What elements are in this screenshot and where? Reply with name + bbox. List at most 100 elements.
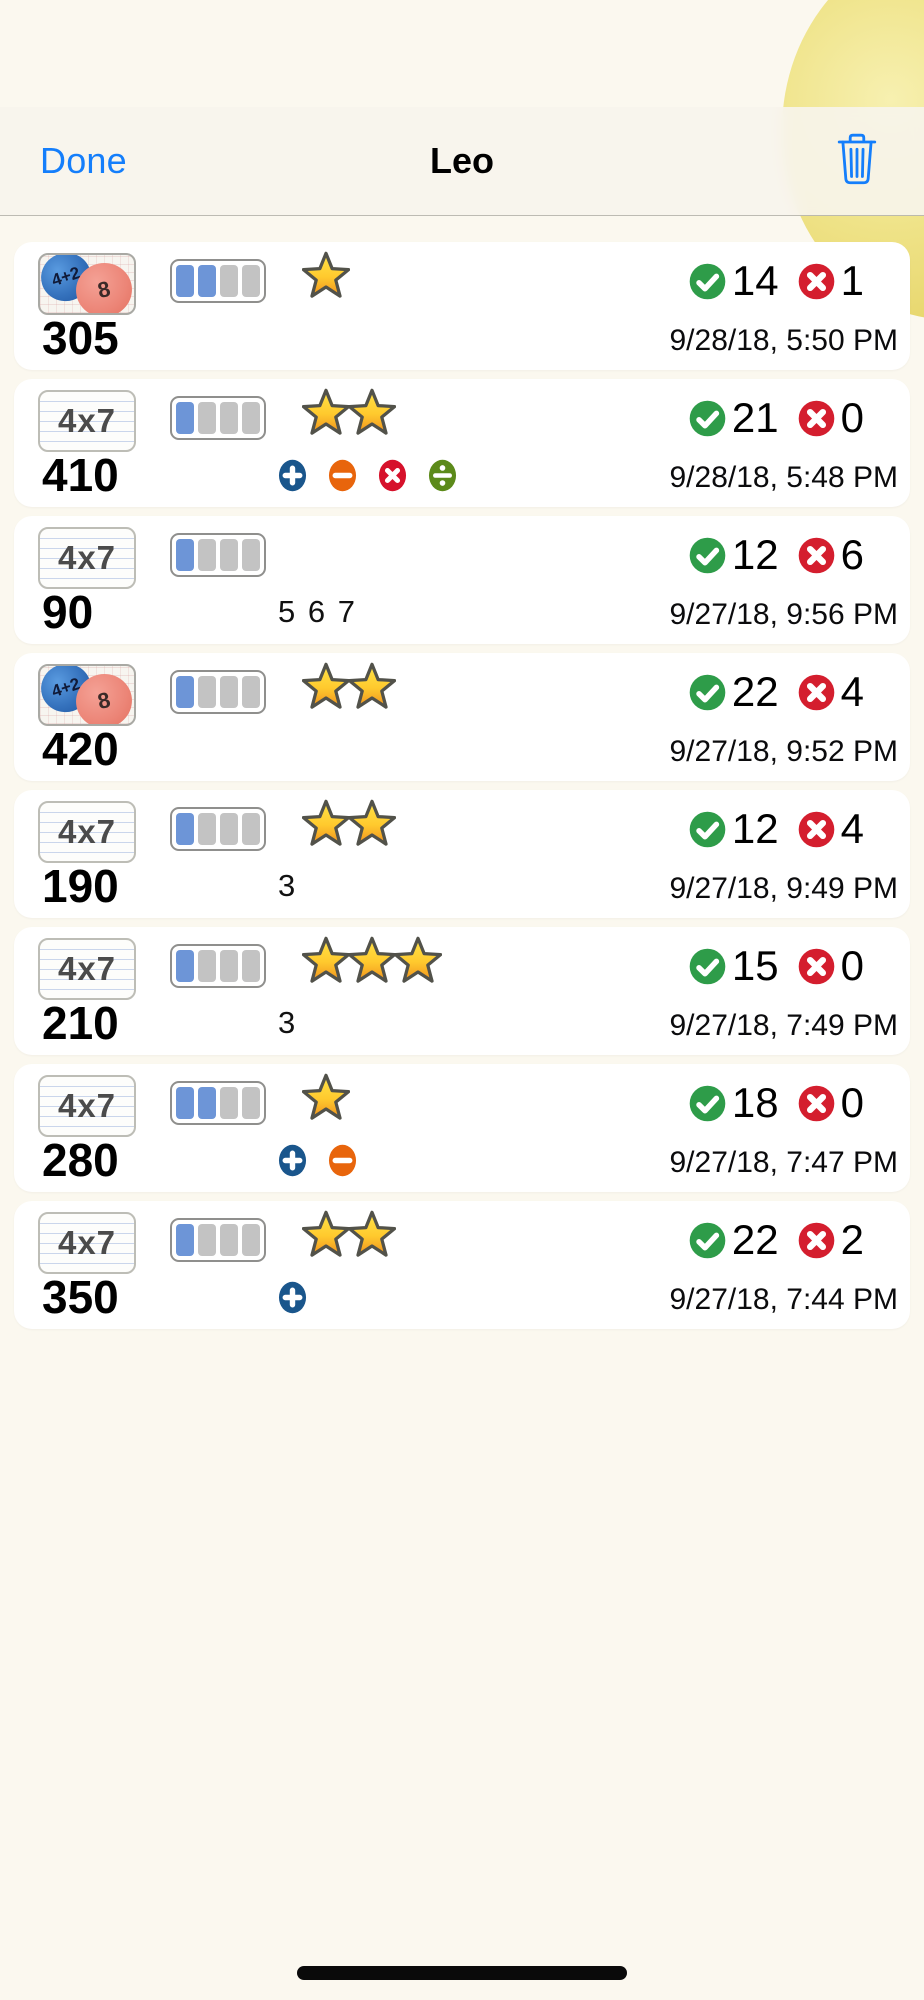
star-icon (302, 1210, 350, 1257)
session-list: 4+2 8 14 1 305 9/28/18, 5:50 PM 4x7 (0, 242, 924, 1338)
progress-segment (220, 1087, 238, 1119)
progress-segment (242, 402, 260, 434)
session-row[interactable]: 4x7 21 0 410 9/28/18, 5:48 PM (14, 379, 910, 507)
wrong-count: 2 (840, 1216, 864, 1263)
progress-indicator (170, 670, 266, 714)
progress-indicator (170, 533, 266, 577)
star-icon (302, 662, 350, 709)
sub-detail (278, 1273, 307, 1321)
progress-segment (220, 1224, 238, 1256)
wrong-x-icon (797, 535, 836, 576)
wrong-count: 0 (840, 942, 864, 989)
session-date: 9/27/18, 7:44 PM (669, 1283, 899, 1316)
trash-icon[interactable] (834, 131, 880, 189)
progress-segment (242, 265, 260, 297)
progress-segment (176, 676, 194, 708)
progress-indicator (170, 807, 266, 851)
score-value: 350 (42, 1271, 119, 1323)
flashcard-label: 4x7 (57, 1087, 117, 1124)
progress-segment (176, 813, 194, 845)
session-row[interactable]: 4+2 8 14 1 305 9/28/18, 5:50 PM (14, 242, 910, 370)
session-date: 9/27/18, 9:52 PM (669, 735, 899, 768)
wrong-count: 1 (840, 257, 864, 304)
star-icon (394, 936, 442, 983)
score-value: 420 (42, 723, 119, 775)
flashcard-game-icon: 4x7 (38, 801, 136, 863)
correct-count: 21 (731, 394, 779, 441)
session-row[interactable]: 4x7 15 0 210 3 9/27/18, 7:49 PM (14, 927, 910, 1055)
correct-check-icon (688, 535, 727, 576)
star-icon (302, 251, 350, 298)
session-row[interactable]: 4x7 18 0 280 9/27/18, 7:47 PM (14, 1064, 910, 1192)
session-date: 9/27/18, 9:56 PM (669, 598, 899, 631)
correct-check-icon (688, 946, 727, 987)
progress-segment (220, 402, 238, 434)
progress-segment (242, 1087, 260, 1119)
score-stats: 22 4 (688, 667, 864, 717)
session-date: 9/28/18, 5:50 PM (669, 324, 899, 357)
plus-op-icon (278, 459, 307, 491)
progress-segment (176, 265, 194, 297)
wrong-x-icon (797, 1083, 836, 1124)
wrong-x-icon (797, 398, 836, 439)
divide-op-icon (428, 459, 457, 491)
times-op-icon (378, 459, 407, 491)
star-icon (348, 936, 396, 983)
star-icon (302, 936, 350, 983)
done-button[interactable]: Done (40, 140, 127, 181)
progress-segment (198, 539, 216, 571)
sub-detail: 3 (278, 868, 298, 903)
progress-segment (198, 402, 216, 434)
score-stats: 14 1 (688, 256, 864, 306)
wrong-count: 0 (840, 394, 864, 441)
score-stats: 21 0 (688, 393, 864, 443)
flashcard-label: 4x7 (57, 402, 117, 439)
star-icon (348, 662, 396, 709)
session-date: 9/28/18, 5:48 PM (669, 461, 899, 494)
progress-segment (198, 265, 216, 297)
star-rating (302, 798, 396, 846)
correct-count: 22 (731, 1216, 779, 1263)
progress-segment (220, 813, 238, 845)
page-title: Leo (429, 140, 494, 181)
star-icon (302, 1073, 350, 1120)
progress-segment (198, 1087, 216, 1119)
session-row[interactable]: 4x7 12 6 90 5 6 7 9/27/18, 9:56 PM (14, 516, 910, 644)
flashcard-label: 4x7 (57, 1224, 117, 1261)
progress-segment (220, 676, 238, 708)
home-indicator[interactable] (297, 1966, 627, 1980)
star-rating (302, 250, 350, 298)
wrong-x-icon (797, 672, 836, 713)
correct-count: 12 (731, 805, 779, 852)
session-row[interactable]: 4x7 12 4 190 3 9/27/18, 9:49 PM (14, 790, 910, 918)
minus-op-icon (328, 459, 357, 491)
wrong-x-icon (797, 261, 836, 302)
progress-segment (198, 1224, 216, 1256)
score-stats: 18 0 (688, 1078, 864, 1128)
score-value: 90 (42, 586, 94, 638)
sub-detail: 3 (278, 1005, 298, 1040)
correct-check-icon (688, 809, 727, 850)
score-stats: 22 2 (688, 1215, 864, 1265)
navigation-bar: Leo Done (0, 107, 924, 216)
flashcard-game-icon: 4x7 (38, 938, 136, 1000)
sub-detail (278, 451, 457, 499)
score-stats: 12 6 (688, 530, 864, 580)
progress-segment (176, 1087, 194, 1119)
progress-indicator (170, 944, 266, 988)
score-value: 410 (42, 449, 119, 501)
progress-segment (198, 676, 216, 708)
correct-count: 15 (731, 942, 779, 989)
sub-detail: 5 6 7 (278, 594, 357, 629)
session-row[interactable]: 4+2 8 22 4 420 9/27/18, 9:52 PM (14, 653, 910, 781)
balloon-game-icon: 4+2 8 (38, 253, 136, 315)
session-row[interactable]: 4x7 22 2 350 9/27/18, 7:44 PM (14, 1201, 910, 1329)
progress-segment (220, 265, 238, 297)
sub-detail (278, 1136, 357, 1184)
session-date: 9/27/18, 7:47 PM (669, 1146, 899, 1179)
score-value: 210 (42, 997, 119, 1049)
balloon-game-icon: 4+2 8 (38, 664, 136, 726)
flashcard-label: 4x7 (57, 813, 117, 850)
progress-segment (220, 950, 238, 982)
progress-segment (242, 539, 260, 571)
